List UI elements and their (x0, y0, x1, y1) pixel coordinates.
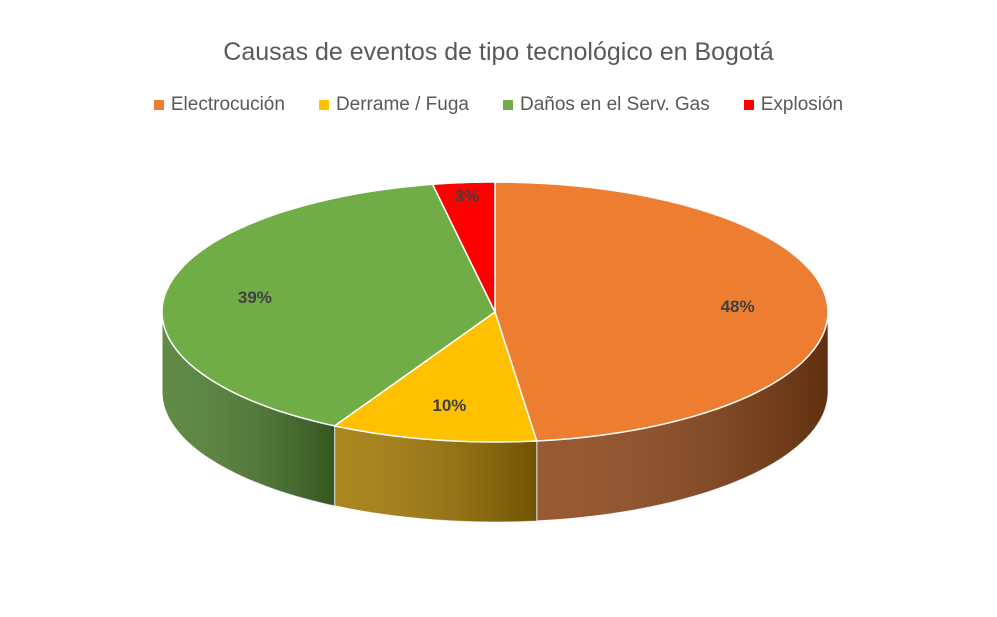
legend-item-explosion: Explosión (743, 94, 844, 116)
data-label-danos-en-el-serv-gas: 39% (238, 288, 272, 307)
pie-slice-derrame-fuga (333, 311, 538, 443)
legend-label-explosion: Explosión (760, 94, 844, 115)
legend-item-electrocucion: Electrocución (153, 94, 285, 116)
pie-side-shade-electrocucion (536, 312, 828, 521)
pie-labels: 48% 10% 39% 3% (238, 187, 755, 416)
legend-swatch-derrame-fuga (318, 100, 329, 110)
pie-sides (161, 311, 829, 523)
pie-slice-electrocucion (494, 181, 829, 442)
data-label-derrame-fuga: 10% (432, 396, 466, 415)
legend-swatch-electrocucion (153, 100, 164, 110)
pie-tops (161, 181, 829, 443)
data-label-electrocucion: 48% (721, 297, 755, 316)
pie-side-shade-danos-en-el-serv-gas (162, 312, 335, 506)
legend-swatch-danos-gas (502, 100, 513, 110)
pie-side-shade-derrame-fuga (334, 425, 537, 522)
data-label-explosion: 3% (455, 187, 480, 206)
pie-slice-danos-en-el-serv-gas (161, 183, 496, 427)
legend-label-derrame-fuga: Derrame / Fuga (335, 94, 469, 115)
legend-label-danos-gas: Daños en el Serv. Gas (519, 94, 710, 115)
legend-item-derrame-fuga: Derrame / Fuga (318, 94, 469, 116)
chart-title: Causas de eventos de tipo tecnológico en… (223, 38, 774, 66)
legend-label-electrocucion: Electrocución (170, 94, 285, 115)
legend-item-danos-gas: Daños en el Serv. Gas (502, 94, 710, 116)
legend-swatch-explosion (743, 100, 754, 110)
legend: Electrocución Derrame / Fuga Daños en el… (0, 94, 997, 116)
pie-slice-explosion (431, 181, 496, 313)
